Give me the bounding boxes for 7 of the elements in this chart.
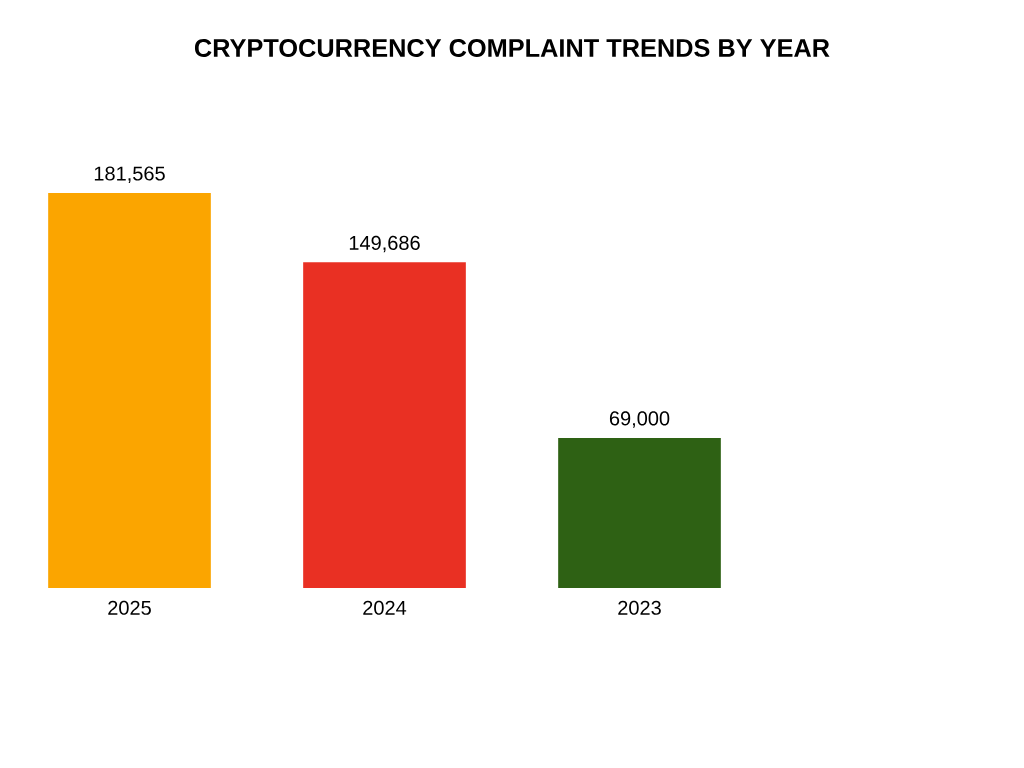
x-tick-label: 2023 <box>618 600 661 615</box>
data-label: 181,565 <box>94 166 165 183</box>
data-label: 69,000 <box>609 411 670 428</box>
x-tick-label: 2024 <box>363 600 407 615</box>
x-tick-label: 2025 <box>108 600 151 615</box>
chart-title: CRYPTOCURRENCY COMPLAINT TRENDS BY YEAR <box>194 39 830 57</box>
data-label: 149,686 <box>349 235 420 253</box>
